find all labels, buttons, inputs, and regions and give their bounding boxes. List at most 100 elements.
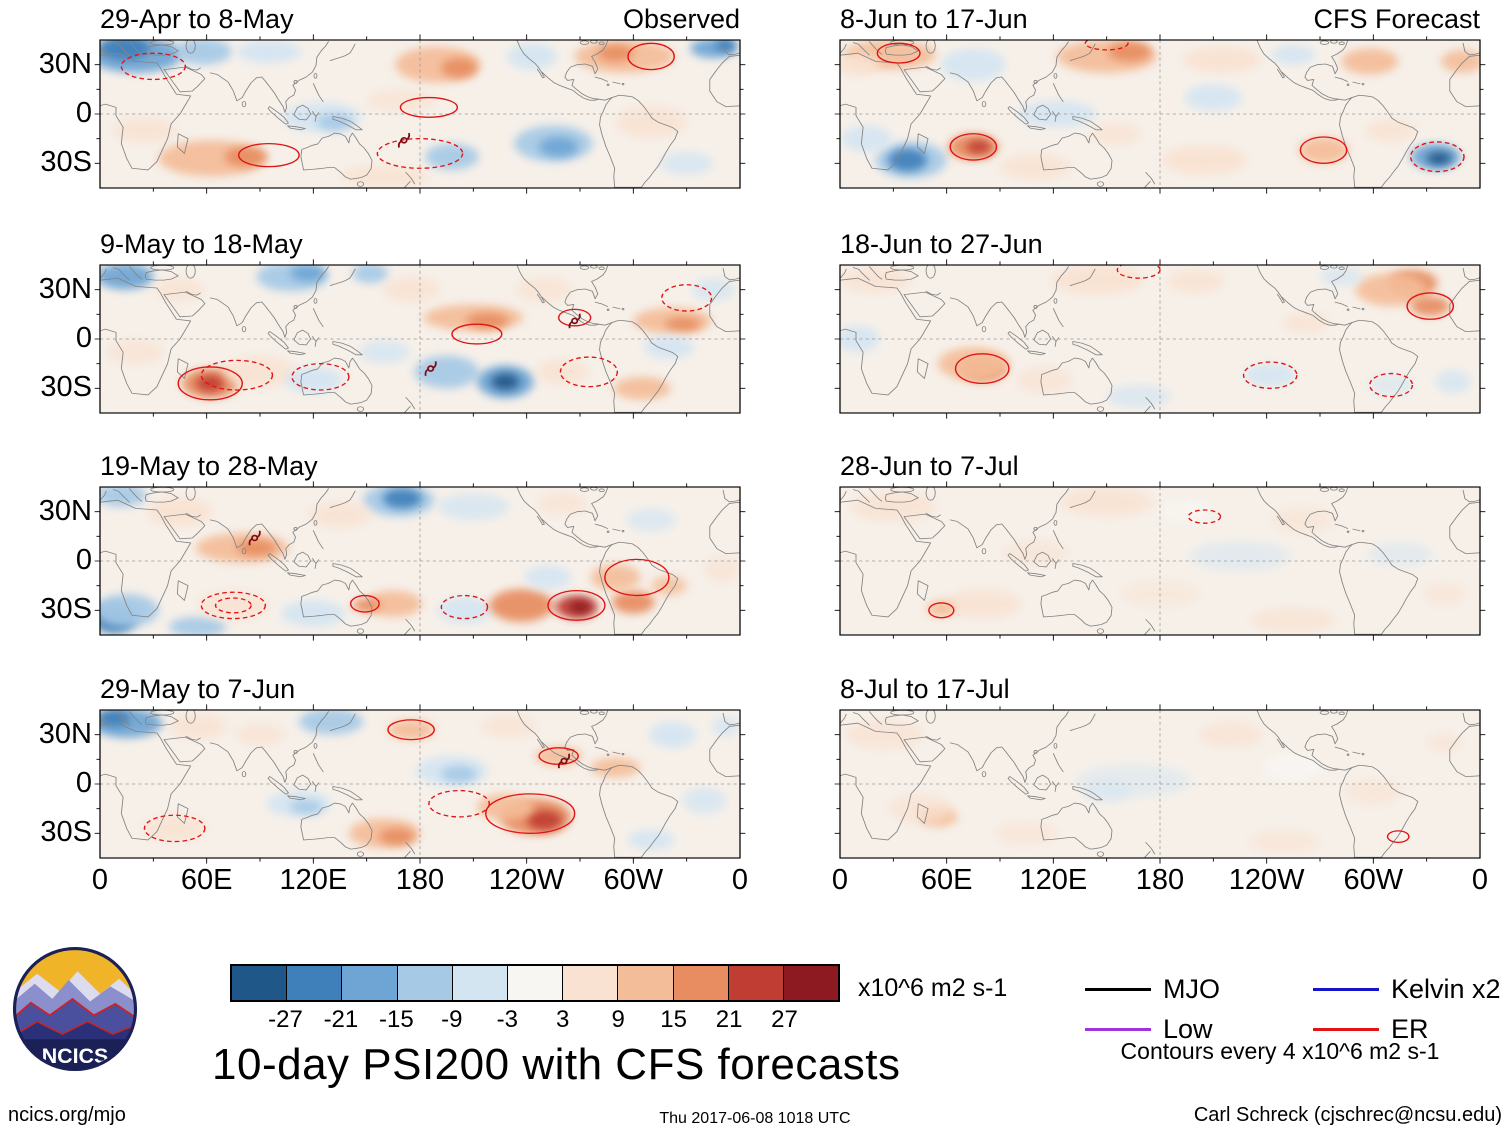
anomaly-blob (1426, 733, 1463, 753)
x-axis-label: 60E (180, 864, 233, 896)
y-axis-label: 0 (75, 766, 92, 799)
anomaly-blob (1248, 830, 1320, 854)
anomaly-blob (937, 347, 1009, 381)
footer-credit: Carl Schreck (cjschrec@ncsu.edu) (1193, 1104, 1502, 1126)
ncics-logo: NCICS (12, 946, 138, 1072)
map-canvas (834, 704, 1486, 864)
anomaly-blob (236, 40, 301, 64)
anomaly-blob (197, 590, 269, 621)
colorbar-tick-label: 9 (611, 1006, 625, 1033)
anomaly-blob (692, 278, 735, 302)
panel-title: 8-Jul to 17-Jul (840, 674, 1010, 704)
anomaly-blob (1108, 41, 1152, 62)
er-contour-solid (547, 589, 606, 621)
anomaly-blob (569, 600, 591, 614)
colorbar-labels: -27 -21 -15 -9 -3 3 9 15 21 27 (230, 1006, 840, 1034)
map-canvas (94, 34, 746, 194)
anomaly-blob (539, 137, 579, 157)
anomaly-blob (941, 48, 1006, 82)
map-panel-forecast-2: 18-Jun to 27-Jun (834, 229, 1486, 419)
anomaly-blob (142, 815, 207, 842)
anomaly-blob (841, 125, 892, 152)
anomaly-blob (597, 44, 634, 62)
er-line-swatch (1313, 1028, 1379, 1031)
anomaly-blob (414, 355, 479, 389)
anomaly-blob (382, 488, 422, 509)
er-contour-solid (1386, 830, 1410, 844)
anomaly-blob (224, 146, 268, 167)
legend-item-mjo: MJO (1085, 974, 1220, 1005)
anomaly-blob (1060, 487, 1153, 517)
x-axis-label: 120E (1019, 864, 1088, 896)
x-axis-label: 60W (603, 864, 664, 896)
y-axis-label: 0 (75, 96, 92, 129)
legend-item-kelvin: Kelvin x2 (1313, 974, 1501, 1005)
er-contour-solid (399, 96, 459, 118)
anomaly-blob (476, 793, 534, 821)
observed-column-label: Observed (622, 4, 740, 34)
x-axis-label: 120E (279, 864, 348, 896)
er-contour-solid (928, 602, 955, 619)
er-contour-dashed (1116, 265, 1161, 279)
anomaly-blob (388, 719, 435, 740)
er-contour-dashed (1409, 141, 1465, 173)
anomaly-blob (466, 312, 509, 330)
anomaly-blob (1355, 273, 1427, 307)
panel-title: 29-May to 7-Jun (100, 674, 296, 704)
y-axis-label: 30N (38, 494, 92, 527)
anomaly-blob (169, 616, 227, 635)
anomaly-blob (366, 89, 438, 113)
anomaly-blob (994, 821, 1059, 845)
anomaly-blob (174, 40, 232, 65)
page-title: 10-day PSI200 with CFS forecasts (212, 1040, 901, 1089)
anomaly-blob (943, 588, 1022, 619)
anomaly-blob (316, 114, 353, 131)
map-canvas (834, 481, 1486, 641)
anomaly-blob (1167, 269, 1224, 293)
legend-item-low: Low (1085, 1014, 1213, 1045)
er-contour-dashed (200, 591, 267, 620)
anomaly-blob (281, 600, 346, 627)
anomaly-blob (526, 810, 563, 831)
colorbar-tick-label: 3 (556, 1006, 570, 1033)
er-contour-dashed (559, 356, 619, 388)
low-line-swatch (1085, 1028, 1151, 1031)
y-axis-label: 0 (75, 321, 92, 354)
anomaly-blob (1081, 782, 1132, 803)
y-axis-label: 30N (38, 717, 92, 750)
colorbar-cell (562, 966, 618, 1000)
er-contour-solid (349, 594, 380, 613)
panel-title: 28-Jun to 7-Jul (840, 451, 1019, 481)
legend-label: Low (1163, 1014, 1213, 1044)
colorbar-cell (782, 966, 839, 1000)
map-panel-observed-4: 29-May to 7-Jun (94, 674, 746, 864)
er-contour-dashed (440, 594, 489, 620)
anomaly-blob (615, 105, 687, 139)
anomaly-blob (628, 830, 675, 850)
anomaly-blob (224, 355, 296, 389)
colorbar-tick-label: -27 (268, 1006, 303, 1033)
anomaly-blob (196, 375, 225, 392)
er-contour-solid (604, 558, 670, 597)
contour-interval-note: Contours every 4 x10^6 m2 s-1 (1120, 1038, 1440, 1064)
y-axis-label: 30S (40, 371, 92, 404)
er-contour-dashed (291, 363, 350, 391)
anomaly-blob (437, 493, 509, 520)
colorbar-tick-label: 27 (771, 1006, 798, 1033)
colorbar-cell (617, 966, 673, 1000)
er-contour-dashed (1187, 509, 1222, 524)
anomaly-blob (100, 487, 147, 507)
anomaly-blob (480, 714, 538, 738)
x-axis-label: 180 (395, 864, 445, 896)
colorbar-tick-label: -21 (323, 1006, 359, 1033)
er-contour-solid (387, 719, 435, 741)
anomaly-blob (441, 58, 477, 78)
map-panel-forecast-4: 8-Jul to 17-Jul (834, 674, 1486, 864)
map-canvas (94, 704, 746, 864)
anomaly-blob (352, 598, 381, 612)
y-axis-label: 30N (38, 47, 92, 80)
anomaly-blob (1000, 153, 1072, 180)
anomaly-blob (524, 565, 572, 589)
anomaly-blob (491, 373, 520, 390)
anomaly-blob (359, 340, 410, 364)
